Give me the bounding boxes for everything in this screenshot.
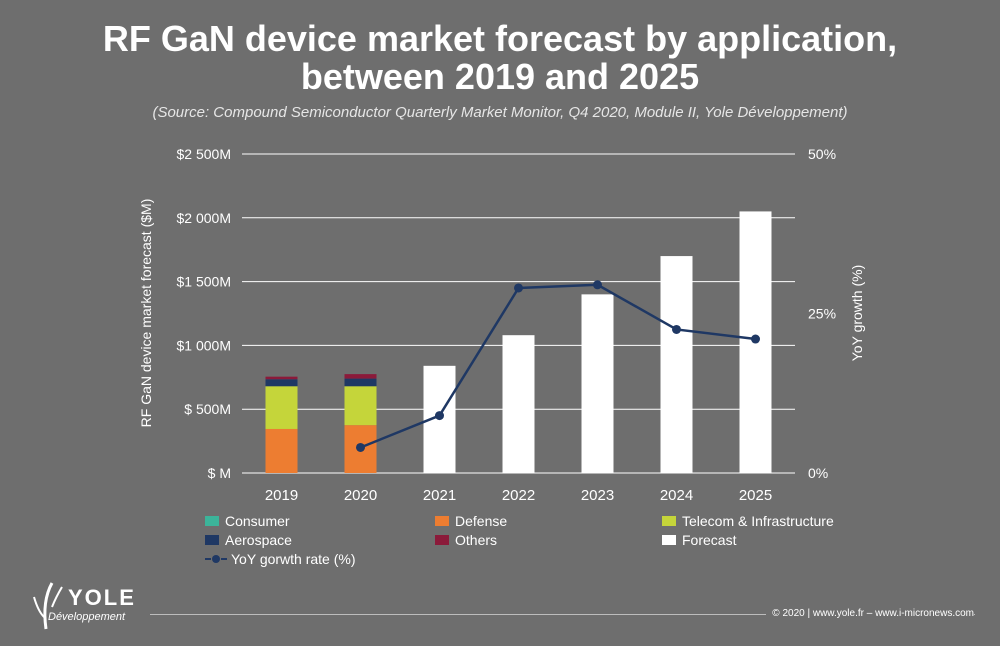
copyright-text: © 2020 | www.yole.fr – www.i-micronews.c… xyxy=(766,608,974,619)
bar-segment-others xyxy=(344,374,377,379)
yole-logo: YOLE Développement xyxy=(22,577,152,637)
bar-segment-telecom xyxy=(344,386,377,426)
legend-item-consumer: Consumer xyxy=(205,513,290,529)
legend-swatch-defense xyxy=(435,516,449,526)
yoy-point xyxy=(751,334,760,344)
legend-swatch-consumer xyxy=(205,516,219,526)
x-tick-label: 2021 xyxy=(423,487,456,504)
bar-forecast xyxy=(660,256,693,473)
x-tick-label: 2023 xyxy=(581,487,614,504)
legend-swatch-aerospace xyxy=(205,535,219,545)
legend-label-yoy: YoY gorwth rate (%) xyxy=(231,551,356,567)
bar-forecast xyxy=(502,335,535,473)
y-tick-label: $ M xyxy=(208,465,231,481)
y2-tick-label: 0% xyxy=(808,465,828,481)
x-tick-label: 2025 xyxy=(739,487,772,504)
yoy-point xyxy=(593,280,602,290)
yoy-point xyxy=(435,411,444,421)
yoy-line xyxy=(360,283,756,449)
bar-forecast xyxy=(581,294,614,473)
x-tick-label: 2020 xyxy=(344,487,377,504)
yoy-point xyxy=(672,324,681,334)
bar-segment-telecom xyxy=(265,386,298,429)
legend-label-telecom: Telecom & Infrastructure xyxy=(682,513,834,529)
chart-title: RF GaN device market forecast by applica… xyxy=(0,20,1000,96)
legend-swatch-forecast xyxy=(662,535,676,545)
legend-label-aerospace: Aerospace xyxy=(225,532,292,548)
legend-line-yoy xyxy=(205,554,227,564)
legend-item-aerospace: Aerospace xyxy=(205,532,292,548)
footer-divider xyxy=(150,614,975,615)
y-tick-label: $2 000M xyxy=(177,210,231,226)
legend-item-yoy: YoY gorwth rate (%) xyxy=(205,551,356,567)
legend-item-telecom: Telecom & Infrastructure xyxy=(662,513,834,529)
y-tick-label: $1 500M xyxy=(177,274,231,290)
legend-label-forecast: Forecast xyxy=(682,532,737,548)
yole-logo-mark xyxy=(33,582,63,630)
yoy-point xyxy=(356,442,365,452)
title-line-1: RF GaN device market forecast by applica… xyxy=(102,18,898,59)
logo-subtitle: Développement xyxy=(48,611,126,623)
chart-legend: Consumer Defense Telecom & Infrastructur… xyxy=(205,513,865,573)
y2-axis-label: YoY growth (%) xyxy=(849,265,865,362)
bar-segment-defense xyxy=(265,428,298,473)
x-tick-label: 2022 xyxy=(502,487,535,504)
x-tick-label: 2024 xyxy=(660,487,693,504)
legend-label-consumer: Consumer xyxy=(225,513,290,529)
legend-swatch-telecom xyxy=(662,516,676,526)
x-tick-label: 2019 xyxy=(265,487,298,504)
yoy-point xyxy=(514,283,523,293)
logo-wordmark: YOLE xyxy=(68,585,136,610)
legend-label-others: Others xyxy=(455,532,498,548)
bar-segment-aerospace xyxy=(344,378,377,387)
title-line-2: between 2019 and 2025 xyxy=(300,56,700,97)
legend-item-forecast: Forecast xyxy=(662,532,736,548)
y-tick-label: $ 500M xyxy=(184,401,231,417)
legend-swatch-others xyxy=(435,535,449,545)
bar-segment-others xyxy=(265,376,298,380)
bar-segment-aerospace xyxy=(265,379,298,387)
legend-item-defense: Defense xyxy=(435,513,507,529)
chart-subtitle: (Source: Compound Semiconductor Quarterl… xyxy=(152,104,848,121)
y2-tick-label: 50% xyxy=(808,146,836,162)
legend-label-defense: Defense xyxy=(455,513,508,529)
y-tick-label: $1 000M xyxy=(177,337,231,353)
y2-tick-label: 25% xyxy=(808,306,836,322)
legend-item-others: Others xyxy=(435,532,497,548)
y-tick-label: $2 500M xyxy=(177,146,231,162)
y-axis-label: RF GaN device market forecast ($M) xyxy=(138,199,154,428)
